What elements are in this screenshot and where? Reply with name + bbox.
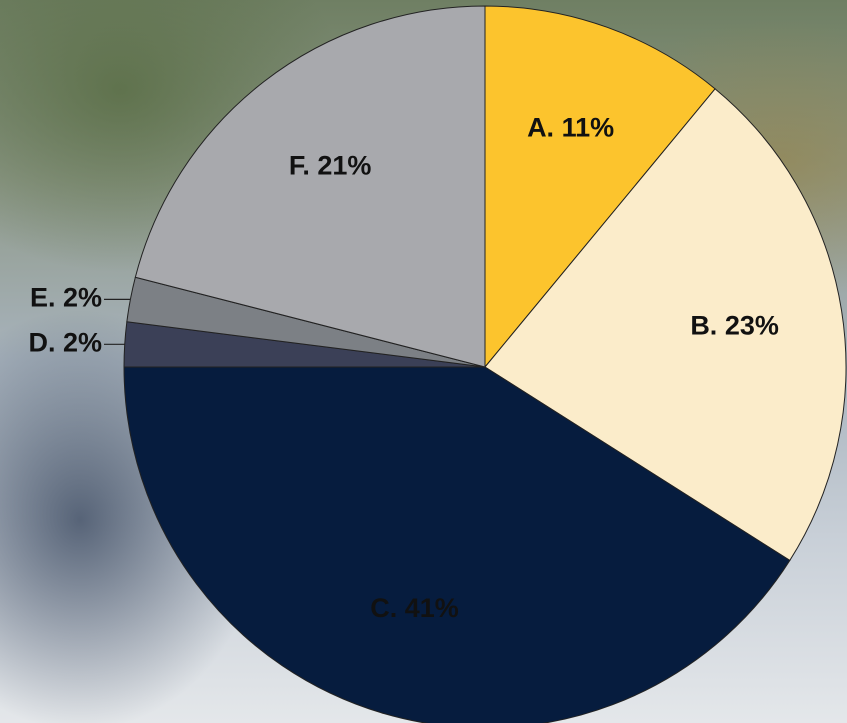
pie-slice bbox=[484, 5, 716, 369]
slice-label: D. 2% bbox=[28, 327, 102, 357]
slice-label: C. 41% bbox=[370, 593, 459, 623]
slice-label: A. 11% bbox=[527, 112, 614, 142]
pie-slice bbox=[134, 5, 486, 368]
pie-slice bbox=[484, 88, 847, 562]
pie-slice bbox=[123, 366, 791, 723]
slice-label: F. 21% bbox=[289, 150, 372, 180]
slice-label: B. 23% bbox=[690, 311, 779, 341]
slice-label: E. 2% bbox=[30, 282, 102, 312]
